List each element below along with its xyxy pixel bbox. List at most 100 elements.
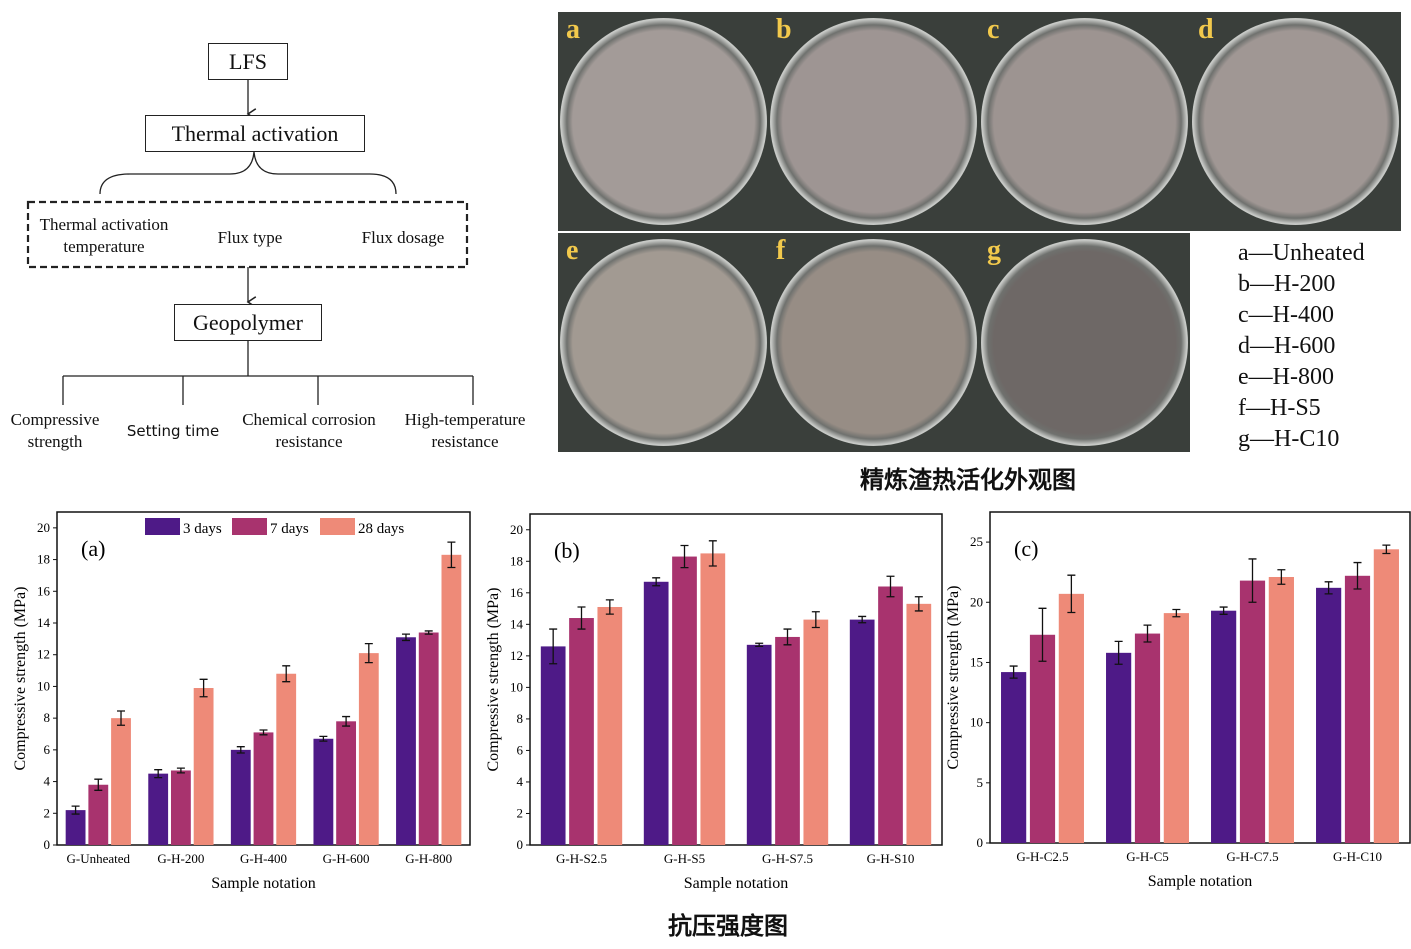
bar-28-days bbox=[276, 673, 297, 845]
bar-28-days bbox=[597, 606, 623, 845]
error-bar bbox=[886, 575, 895, 598]
error-bar bbox=[708, 540, 717, 567]
charts-caption: 抗压强度图 bbox=[668, 914, 788, 940]
photo-legend-item: g—H-C10 bbox=[1238, 426, 1340, 452]
x-tick-label: G-H-C7.5 bbox=[1226, 849, 1278, 864]
error-bar bbox=[680, 544, 689, 569]
bar-3-days bbox=[849, 619, 875, 845]
photo-label: e bbox=[566, 235, 579, 266]
y-axis-label: Compressive strength (MPa) bbox=[485, 588, 502, 772]
bar-7-days bbox=[418, 632, 439, 845]
photo-label: d bbox=[1198, 14, 1214, 45]
x-tick-label: G-H-200 bbox=[157, 851, 204, 866]
y-tick-label: 12 bbox=[37, 647, 50, 662]
bar-3-days bbox=[313, 738, 334, 845]
sample-dish bbox=[560, 18, 767, 225]
error-bar bbox=[176, 767, 185, 774]
y-tick-label: 2 bbox=[44, 805, 51, 820]
y-tick-label: 4 bbox=[517, 774, 524, 789]
photo-e: e bbox=[558, 233, 769, 452]
y-tick-label: 0 bbox=[977, 835, 984, 850]
y-tick-label: 20 bbox=[970, 594, 983, 609]
bar-7-days bbox=[878, 586, 903, 845]
error-bar bbox=[447, 541, 456, 569]
sample-dish bbox=[770, 239, 977, 446]
error-bar bbox=[282, 665, 291, 683]
sample-dish bbox=[981, 18, 1188, 225]
x-tick-label: G-H-600 bbox=[323, 851, 370, 866]
legend-label: 3 days bbox=[183, 521, 222, 537]
brace bbox=[99, 151, 397, 195]
geopolymer-box: Geopolymer bbox=[174, 304, 322, 341]
x-tick-label: G-H-S2.5 bbox=[556, 851, 607, 866]
error-bar bbox=[117, 710, 126, 726]
chart-b: 0 2 4 6 8 10 12 14 16 18 20 G-H-S2.5 G-H-S5 G-H-S7.5 G… bbox=[485, 513, 943, 892]
error-bar bbox=[1114, 640, 1123, 665]
error-bar bbox=[154, 769, 163, 779]
bar-7-days bbox=[672, 556, 697, 845]
y-tick-label: 10 bbox=[970, 715, 983, 730]
error-bar bbox=[1009, 665, 1018, 679]
x-tick-label: G-H-C10 bbox=[1333, 849, 1382, 864]
error-bar bbox=[811, 611, 820, 629]
error-bar bbox=[652, 577, 661, 587]
property-setting-time: Setting time bbox=[126, 422, 220, 440]
y-axis-label: Compressive strength (MPa) bbox=[12, 587, 29, 771]
sample-dish bbox=[1192, 18, 1399, 225]
error-bar bbox=[1248, 558, 1257, 603]
y-tick-label: 20 bbox=[37, 520, 50, 535]
y-tick-label: 6 bbox=[517, 742, 524, 757]
factor-flux-type: Flux type bbox=[217, 228, 283, 247]
bar-7-days bbox=[569, 618, 594, 845]
property-high-temperature: High-temperature resistance bbox=[404, 410, 526, 451]
photo-legend-item: c—H-400 bbox=[1238, 302, 1334, 328]
photo-f: f bbox=[768, 233, 979, 452]
error-bar bbox=[858, 615, 867, 624]
plot-frame bbox=[529, 513, 943, 846]
photo-label: b bbox=[776, 14, 792, 45]
legend-label: 28 days bbox=[358, 521, 404, 537]
y-tick-label: 6 bbox=[44, 742, 51, 757]
error-bar bbox=[199, 678, 208, 698]
photo-a: a bbox=[558, 12, 769, 231]
bar-3-days bbox=[1316, 587, 1342, 843]
y-tick-label: 15 bbox=[970, 654, 983, 669]
error-bar bbox=[1143, 624, 1152, 643]
y-tick-label: 14 bbox=[37, 615, 51, 630]
legend-swatch bbox=[145, 518, 180, 535]
bar-28-days bbox=[1268, 576, 1294, 843]
error-bar bbox=[1219, 606, 1228, 615]
bar-28-days bbox=[1163, 613, 1189, 843]
x-axis-label: Sample notation bbox=[684, 875, 788, 892]
photo-c: c bbox=[979, 12, 1190, 231]
y-tick-label: 18 bbox=[37, 552, 50, 567]
bar-7-days bbox=[170, 770, 191, 845]
bar-3-days bbox=[1001, 672, 1027, 843]
bar-3-days bbox=[230, 749, 251, 845]
error-bar bbox=[783, 628, 792, 646]
y-tick-label: 8 bbox=[44, 710, 51, 725]
y-tick-label: 20 bbox=[510, 522, 523, 537]
plot-frame bbox=[989, 511, 1411, 844]
legend-label: 7 days bbox=[270, 521, 309, 537]
error-bar bbox=[914, 596, 923, 612]
y-tick-label: 10 bbox=[37, 678, 50, 693]
bar-7-days bbox=[88, 784, 109, 845]
y-tick-label: 16 bbox=[510, 585, 524, 600]
property-chemical-corrosion: Chemical corrosion resistance bbox=[242, 410, 376, 451]
photo-label: f bbox=[776, 235, 786, 266]
error-bar bbox=[319, 735, 328, 742]
bar-28-days bbox=[111, 718, 131, 845]
photo-d: d bbox=[1190, 12, 1401, 231]
x-tick-label: G-H-C5 bbox=[1126, 849, 1169, 864]
bar-28-days bbox=[803, 619, 829, 845]
lfs-box: LFS bbox=[208, 43, 288, 80]
bar-3-days bbox=[396, 637, 416, 845]
photo-legend-item: b—H-200 bbox=[1238, 271, 1336, 297]
bar-3-days bbox=[1106, 652, 1132, 843]
y-tick-label: 25 bbox=[970, 534, 983, 549]
y-tick-label: 12 bbox=[510, 648, 523, 663]
panel-label: (c) bbox=[1014, 536, 1038, 561]
property-compressive-strength: Compressive strength bbox=[10, 410, 100, 451]
chart-a: 0 2 4 6 8 10 12 14 16 18 20 G-Unheated G-H-200 G-H-40… bbox=[12, 511, 471, 892]
